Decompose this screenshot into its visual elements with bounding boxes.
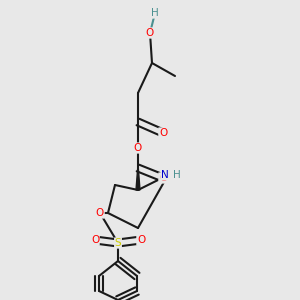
Text: O: O xyxy=(146,28,154,38)
Text: O: O xyxy=(159,128,167,138)
Text: H: H xyxy=(151,8,159,18)
Text: N: N xyxy=(161,170,169,180)
Text: O: O xyxy=(134,143,142,153)
Text: H: H xyxy=(173,170,181,180)
Text: S: S xyxy=(115,238,121,248)
Polygon shape xyxy=(136,168,140,190)
Text: O: O xyxy=(91,235,99,245)
Text: O: O xyxy=(159,173,167,183)
Text: O: O xyxy=(137,235,145,245)
Text: O: O xyxy=(96,208,104,218)
